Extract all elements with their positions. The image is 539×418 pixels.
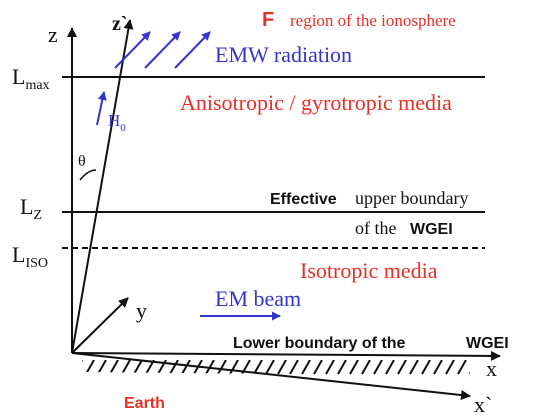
blue-arrows (96, 31, 281, 321)
l: L (20, 194, 33, 219)
f-label: F (262, 9, 274, 31)
lower-label: Lower boundary of the (233, 335, 406, 352)
effective-label: Effective (270, 191, 337, 208)
l-iso-label: LISO (12, 242, 48, 271)
theta-label: θ (78, 153, 86, 170)
y-label: y (136, 298, 147, 323)
upper-label: upper boundary (355, 188, 468, 208)
x-prime-label: x` (474, 392, 492, 417)
wgei-lower-label: WGEI (466, 335, 509, 352)
h: H (108, 111, 120, 130)
l-z-label: LZ (20, 194, 42, 223)
h-label: H0 (108, 111, 126, 134)
region-label: region of the ionosphere (290, 11, 456, 30)
l-max-label: Lmax (12, 64, 50, 93)
z-label: z (48, 22, 58, 47)
z-prime-label: z` (112, 13, 128, 35)
l: L (12, 242, 25, 267)
earth-label: Earth (124, 395, 165, 412)
earth-hatch (82, 356, 470, 376)
sub: max (25, 78, 49, 93)
sub: Z (33, 208, 42, 223)
x-label: x (486, 356, 497, 381)
anisotropic-label: Anisotropic / gyrotropic media (180, 90, 452, 115)
sub: ISO (25, 256, 48, 271)
emw-label: EMW radiation (215, 42, 352, 67)
isotropic-label: Isotropic media (300, 258, 438, 283)
wgei-upper-label: WGEI (410, 221, 453, 238)
l: L (12, 64, 25, 89)
of-the-label: of the (355, 218, 396, 238)
sub: 0 (120, 122, 126, 134)
em-beam-label: EM beam (215, 286, 301, 311)
